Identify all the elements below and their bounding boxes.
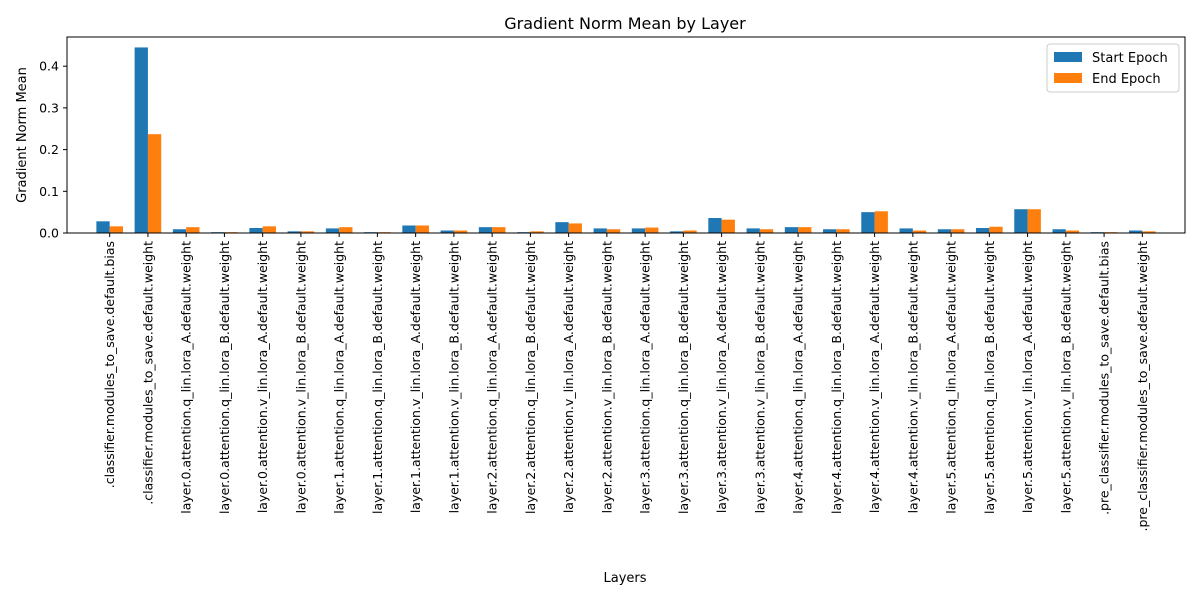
bar-start-12 — [555, 222, 569, 233]
x-tick-label-9: layer.1.attention.v_lin.lora_B.default.w… — [446, 241, 461, 514]
bar-start-22 — [937, 229, 952, 233]
x-tick-label-27: .pre_classifier.modules_to_save.default.… — [1135, 241, 1150, 532]
bar-end-15 — [683, 230, 697, 233]
bar-end-19 — [836, 229, 850, 233]
bar-start-18 — [784, 227, 799, 233]
bar-start-24 — [1014, 209, 1028, 233]
x-tick-label-20: layer.4.attention.v_lin.lora_A.default.w… — [867, 241, 882, 513]
bar-end-25 — [1065, 230, 1080, 233]
bar-end-12 — [568, 223, 582, 233]
bar-end-24 — [1027, 209, 1041, 233]
x-tick-label-12: layer.2.attention.v_lin.lora_A.default.w… — [561, 241, 576, 513]
x-tick-label-10: layer.2.attention.q_lin.lora_A.default.w… — [485, 241, 500, 514]
x-tick-label-4: layer.0.attention.v_lin.lora_A.default.w… — [255, 241, 270, 513]
x-tick-label-19: layer.4.attention.q_lin.lora_B.default.w… — [829, 241, 844, 514]
x-tick-label-5: layer.0.attention.v_lin.lora_B.default.w… — [293, 241, 308, 514]
bar-end-0 — [109, 226, 123, 233]
x-tick-label-1: .classifier.modules_to_save.default.weig… — [140, 241, 155, 505]
legend-swatch-1 — [1054, 73, 1082, 83]
bar-start-23 — [976, 228, 990, 233]
bar-end-14 — [645, 227, 659, 233]
bar-start-27 — [1129, 230, 1143, 233]
x-tick-label-6: layer.1.attention.q_lin.lora_A.default.w… — [332, 241, 347, 514]
x-ticks: .classifier.modules_to_save.default.bias… — [102, 233, 1150, 532]
bar-end-10 — [492, 227, 506, 233]
x-tick-label-25: layer.5.attention.v_lin.lora_B.default.w… — [1058, 241, 1073, 514]
y-tick-label-0: 0.0 — [39, 226, 59, 241]
y-axis-label: Gradient Norm Mean — [15, 67, 30, 203]
legend-swatch-0 — [1054, 52, 1082, 62]
bar-start-25 — [1052, 229, 1066, 233]
bar-end-4 — [262, 226, 276, 233]
bar-end-23 — [989, 226, 1003, 233]
legend-label-0: Start Epoch — [1092, 51, 1168, 66]
y-tick-label-4: 0.4 — [39, 59, 59, 74]
chart-title: Gradient Norm Mean by Layer — [504, 14, 746, 33]
bar-start-9 — [440, 230, 454, 233]
x-tick-label-13: layer.2.attention.v_lin.lora_B.default.w… — [599, 241, 614, 514]
bar-end-2 — [186, 227, 200, 233]
bar-start-16 — [708, 217, 722, 233]
plot-frame — [66, 36, 1186, 234]
bar-start-14 — [631, 228, 646, 233]
bar-end-27 — [1142, 231, 1156, 233]
y-tick-label-3: 0.3 — [39, 100, 59, 115]
x-tick-label-17: layer.3.attention.v_lin.lora_B.default.w… — [752, 241, 767, 514]
bar-start-8 — [402, 225, 416, 233]
bar-end-20 — [874, 211, 888, 233]
bar-end-8 — [415, 225, 429, 233]
bar-start-6 — [325, 228, 340, 233]
bar-end-1 — [147, 134, 162, 233]
bar-end-17 — [759, 229, 774, 233]
bar-end-5 — [300, 231, 315, 233]
x-tick-label-21: layer.4.attention.v_lin.lora_B.default.w… — [905, 241, 920, 514]
legend: Start Epoch End Epoch — [1046, 43, 1180, 93]
bars-layer — [96, 47, 1156, 234]
bar-start-15 — [670, 231, 684, 233]
bar-end-9 — [453, 230, 468, 233]
x-tick-label-22: layer.5.attention.q_lin.lora_A.default.w… — [944, 241, 959, 514]
bar-end-18 — [798, 227, 812, 233]
x-tick-label-24: layer.5.attention.v_lin.lora_A.default.w… — [1020, 241, 1035, 513]
x-tick-label-2: layer.0.attention.q_lin.lora_A.default.w… — [179, 241, 194, 514]
bar-start-0 — [96, 221, 110, 233]
x-tick-label-26: .pre_classifier.modules_to_save.default.… — [1097, 241, 1112, 515]
bar-start-20 — [861, 212, 875, 233]
bar-start-2 — [172, 229, 187, 233]
x-tick-label-3: layer.0.attention.q_lin.lora_B.default.w… — [217, 241, 232, 514]
bar-start-19 — [823, 229, 837, 233]
bar-start-10 — [478, 227, 493, 233]
x-tick-label-15: layer.3.attention.q_lin.lora_B.default.w… — [676, 241, 691, 514]
bar-end-13 — [606, 229, 621, 233]
bar-end-6 — [339, 227, 353, 233]
bar-start-17 — [746, 228, 760, 233]
bar-end-22 — [951, 229, 965, 233]
x-tick-label-11: layer.2.attention.q_lin.lora_B.default.w… — [523, 241, 538, 514]
legend-label-1: End Epoch — [1092, 72, 1161, 87]
bar-end-21 — [912, 230, 927, 233]
x-tick-label-23: layer.5.attention.q_lin.lora_B.default.w… — [982, 241, 997, 514]
y-tick-label-1: 0.1 — [39, 184, 59, 199]
bar-end-16 — [721, 219, 735, 233]
x-tick-label-18: layer.4.attention.q_lin.lora_A.default.w… — [791, 241, 806, 514]
x-axis-label: Layers — [603, 571, 646, 586]
x-tick-label-8: layer.1.attention.v_lin.lora_A.default.w… — [408, 241, 423, 513]
x-tick-label-16: layer.3.attention.v_lin.lora_A.default.w… — [714, 241, 729, 513]
bar-start-5 — [287, 231, 301, 233]
bar-end-11 — [530, 231, 544, 233]
bar-start-1 — [134, 47, 148, 234]
bar-start-21 — [899, 228, 913, 233]
y-ticks: 0.0 0.1 0.2 0.3 0.4 — [39, 59, 67, 241]
x-tick-label-7: layer.1.attention.q_lin.lora_B.default.w… — [370, 241, 385, 514]
bar-start-13 — [593, 228, 607, 233]
x-tick-label-14: layer.3.attention.q_lin.lora_A.default.w… — [638, 241, 653, 514]
bar-start-4 — [249, 228, 263, 233]
y-tick-label-2: 0.2 — [39, 142, 59, 157]
x-tick-label-0: .classifier.modules_to_save.default.bias — [102, 241, 117, 488]
